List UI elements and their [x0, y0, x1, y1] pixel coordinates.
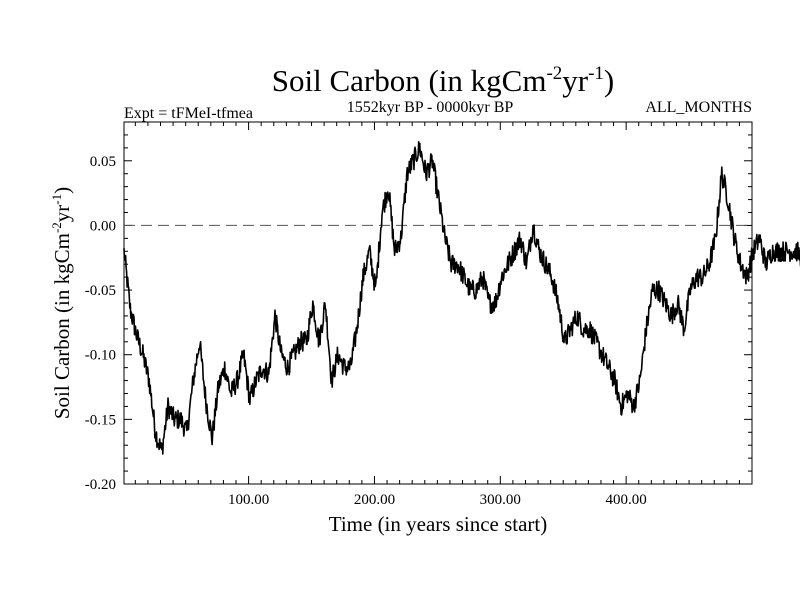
- y-axis-title: Soil Carbon (in kgCm-2yr-1): [49, 187, 74, 419]
- series-group: [123, 141, 800, 455]
- x-axis: 100.00 200.00 300.00 400.00: [134, 122, 740, 508]
- chart-title-sup2: -1: [588, 63, 604, 84]
- chart-title: Soil Carbon (in kgCm-2yr-1): [272, 63, 615, 98]
- x-tick-label: 100.00: [228, 492, 269, 508]
- chart-title-end: ): [604, 63, 614, 98]
- y-tick-label: -0.10: [85, 348, 116, 364]
- y-axis-title-end: ): [50, 187, 74, 194]
- y-tick-label: -0.15: [85, 412, 116, 428]
- x-axis-title: Time (in years since start): [329, 512, 548, 536]
- y-axis-title-mid: yr: [50, 205, 74, 223]
- y-axis-title-sup1: -2: [49, 222, 64, 233]
- x-tick-label: 300.00: [480, 492, 521, 508]
- y-axis-title-main: Soil Carbon (in kgCm: [50, 233, 74, 419]
- x-tick-label: 400.00: [606, 492, 647, 508]
- y-tick-label: 0.05: [90, 154, 116, 170]
- subtitle-experiment: Expt = tFMeI-tfmea: [124, 105, 253, 122]
- series-line: [123, 141, 800, 455]
- y-axis: -0.20 -0.15 -0.10 -0.05 0.00 0.05: [85, 134, 752, 493]
- y-tick-label: -0.20: [85, 477, 116, 493]
- plot-frame: [123, 121, 753, 485]
- x-tick-label: 200.00: [354, 492, 395, 508]
- subtitle-months: ALL_MONTHS: [645, 99, 752, 116]
- chart-title-main: Soil Carbon (in kgCm: [272, 63, 547, 98]
- y-tick-label: -0.05: [85, 283, 116, 299]
- y-axis-title-sup2: -1: [49, 194, 64, 205]
- chart-title-sup1: -2: [546, 63, 562, 84]
- subtitle-period: 1552kyr BP - 0000kyr BP: [347, 99, 514, 116]
- y-tick-label: 0.00: [90, 218, 116, 234]
- chart-title-mid: yr: [562, 63, 589, 98]
